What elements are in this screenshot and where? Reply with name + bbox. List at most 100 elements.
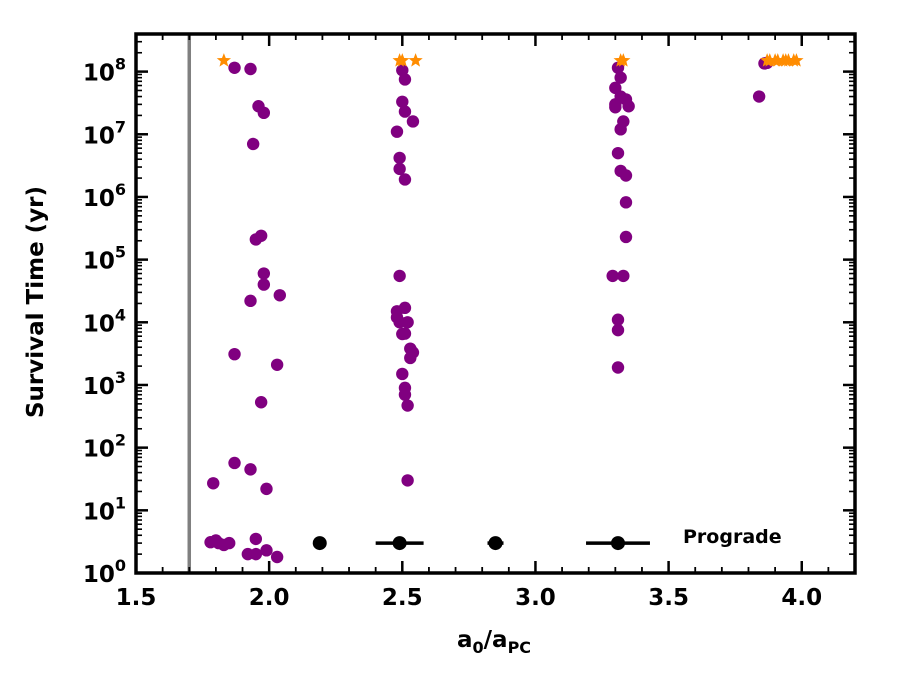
unstable-point <box>249 532 263 546</box>
unstable-point <box>617 115 630 128</box>
x-tick-label: 3.5 <box>648 585 689 611</box>
x-tick-label: 1.5 <box>116 585 157 611</box>
unstable-point <box>398 73 412 86</box>
survived-point <box>781 53 796 67</box>
unstable-point <box>260 482 273 496</box>
y-tick-base: 10 <box>83 61 115 87</box>
y-tick-label: 100 <box>83 556 126 588</box>
prograde-label: Prograde <box>683 526 782 548</box>
y-tick-exponent: 6 <box>115 180 126 199</box>
y-tick-exponent: 7 <box>115 117 126 136</box>
unstable-point <box>254 229 268 242</box>
unstable-point <box>390 125 404 138</box>
survived-point <box>408 53 423 67</box>
y-tick-base: 10 <box>83 374 115 400</box>
unstable-point <box>398 173 412 186</box>
unstable-point <box>611 313 625 326</box>
unstable-point <box>257 106 271 120</box>
unstable-point <box>606 269 619 283</box>
unstable-point <box>396 367 409 381</box>
unstable-point <box>260 544 273 557</box>
unstable-point <box>396 95 409 108</box>
y-tick-label: 105 <box>83 243 126 275</box>
x-tick-label: 2.0 <box>249 585 290 611</box>
y-tick-label: 103 <box>83 368 126 400</box>
unstable-point <box>611 361 625 374</box>
unstable-point <box>614 71 627 84</box>
survived-point <box>789 53 804 67</box>
unstable-point <box>752 90 766 103</box>
unstable-point <box>244 294 257 308</box>
y-tick-base: 10 <box>83 562 115 588</box>
unstable-point <box>228 61 241 75</box>
unstable-point <box>406 346 420 359</box>
unstable-point <box>398 327 412 340</box>
unstable-point <box>223 536 236 550</box>
y-axis-title: Survival Time (yr) <box>23 186 49 418</box>
survived-point <box>395 53 410 67</box>
unstable-point <box>207 477 220 490</box>
resonance-point <box>312 536 327 551</box>
x-tick-label: 2.5 <box>382 585 423 611</box>
x-title-sub0: 0 <box>473 638 484 657</box>
plot-frame <box>134 32 857 575</box>
unstable-point <box>609 101 622 114</box>
resonance-point <box>488 536 503 551</box>
y-tick-exponent: 2 <box>115 431 126 450</box>
x-title-slash: /a <box>484 627 508 653</box>
y-tick-base: 10 <box>83 186 115 212</box>
unstable-point <box>254 396 268 409</box>
survived-point <box>616 53 631 67</box>
y-tick-exponent: 4 <box>115 305 126 324</box>
y-axis-title-group: Survival Time (yr) <box>23 186 49 418</box>
svg-text:a0/aPC: a0/aPC <box>457 627 531 657</box>
annotation-layer: Prograde <box>683 526 782 548</box>
unstable-point <box>244 463 257 476</box>
unstable-point <box>406 115 420 128</box>
unstable-point <box>393 162 406 176</box>
y-tick-base: 10 <box>83 123 115 149</box>
unstable-point <box>401 399 414 412</box>
y-tick-label: 106 <box>83 180 126 212</box>
unstable-point <box>273 289 286 302</box>
y-tick-exponent: 5 <box>115 243 126 262</box>
resonance-point <box>392 536 407 551</box>
resonance-point <box>610 536 625 551</box>
unstable-point <box>257 267 271 280</box>
unstable-point <box>619 196 633 209</box>
unstable-point <box>249 547 263 561</box>
y-tick-base: 10 <box>83 249 115 275</box>
y-tick-exponent: 0 <box>115 556 126 575</box>
y-tick-exponent: 1 <box>115 493 126 512</box>
unstable-point <box>228 456 241 470</box>
unstable-point <box>611 323 625 337</box>
unstable-point <box>257 278 271 291</box>
unstable-point <box>398 388 412 401</box>
y-tick-base: 10 <box>83 499 115 525</box>
x-tick-label: 4.0 <box>781 585 822 611</box>
unstable-point <box>401 316 414 329</box>
y-tick-label: 104 <box>83 305 126 337</box>
y-tick-base: 10 <box>83 437 115 463</box>
unstable-point <box>617 269 630 283</box>
unstable-point <box>401 474 414 487</box>
unstable-point <box>398 105 412 118</box>
y-tick-base: 10 <box>83 311 115 337</box>
unstable-point <box>244 62 257 76</box>
survived-point <box>216 53 232 67</box>
unstable-point <box>246 137 260 151</box>
unstable-point <box>622 100 635 113</box>
unstable-point <box>611 146 625 160</box>
x-title-base: a <box>457 627 473 653</box>
unstable-point <box>393 151 406 165</box>
axes: 1.5 2.0 2.5 3.0 3.5 4.01001011021031041051061… <box>83 32 857 611</box>
unstable-point <box>270 550 284 564</box>
unstable-point <box>270 358 284 371</box>
survived-point <box>770 53 785 67</box>
x-title-sub1: PC <box>508 638 531 657</box>
unstable-point <box>619 230 633 244</box>
y-tick-label: 102 <box>83 431 126 463</box>
unstable-point <box>228 347 241 361</box>
unstable-point <box>619 169 633 182</box>
